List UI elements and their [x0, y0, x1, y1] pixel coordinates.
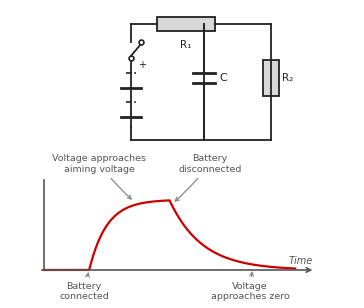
FancyBboxPatch shape — [157, 17, 215, 30]
Text: Voltage
approaches zero: Voltage approaches zero — [211, 272, 289, 301]
Text: Voltage approaches
aiming voltage: Voltage approaches aiming voltage — [52, 154, 146, 199]
Text: Battery
disconnected: Battery disconnected — [175, 154, 241, 201]
Text: Battery
connected: Battery connected — [59, 273, 109, 301]
Text: C: C — [219, 73, 227, 83]
Text: +: + — [138, 60, 146, 70]
FancyBboxPatch shape — [262, 60, 279, 96]
Text: R₁: R₁ — [180, 40, 191, 50]
Text: R₂: R₂ — [282, 73, 293, 83]
Text: Time: Time — [289, 256, 313, 266]
